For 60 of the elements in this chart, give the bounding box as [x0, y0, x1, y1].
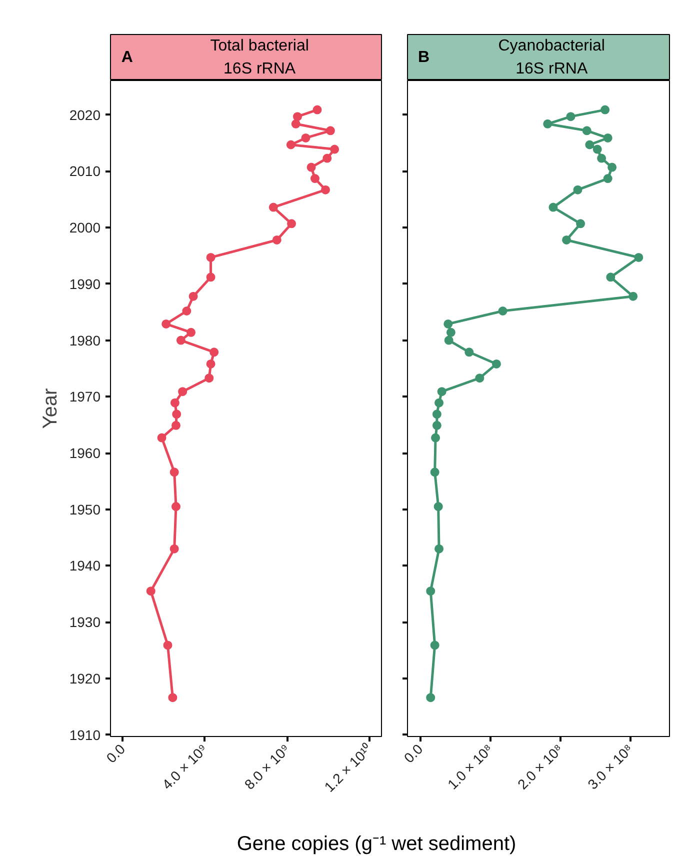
point — [562, 236, 572, 244]
y-axis-title: Year — [39, 388, 62, 429]
y-tick-label: 1980 — [69, 332, 101, 348]
point — [498, 306, 508, 316]
x-tick-label: 4.0 × 10⁹ — [158, 740, 210, 792]
point — [585, 140, 594, 150]
x-tick-label: 0.0 — [400, 740, 426, 766]
x-tick-label: 2.0 × 10⁸ — [514, 740, 566, 792]
point — [606, 272, 616, 282]
y-tick-label: 1950 — [69, 501, 101, 518]
point — [548, 202, 558, 212]
point — [543, 119, 552, 128]
y-tick-label: 2000 — [69, 220, 101, 236]
point — [444, 336, 454, 345]
point — [600, 105, 610, 114]
point — [446, 328, 456, 337]
x-axis-title: Gene copies (g⁻¹ wet sediment) — [236, 832, 516, 857]
point — [430, 640, 440, 650]
point — [603, 133, 612, 142]
point — [437, 387, 446, 396]
y-tick-label: 1920 — [69, 670, 101, 686]
point — [434, 398, 444, 408]
point — [603, 174, 612, 184]
point — [492, 359, 501, 368]
x-tick-label: 1.0 × 10⁸ — [444, 740, 496, 792]
point — [582, 126, 592, 136]
point — [434, 502, 443, 512]
point — [431, 433, 440, 442]
y-tick-label: 2010 — [69, 163, 101, 180]
point — [432, 420, 442, 430]
x-tick-label: 8.0 × 10⁹ — [241, 740, 293, 792]
y-tick-label: 1930 — [69, 614, 101, 630]
point — [592, 144, 602, 154]
point — [444, 319, 453, 328]
y-tick-label: 1960 — [69, 445, 101, 462]
point — [634, 252, 644, 262]
point — [432, 410, 442, 419]
chart-title: Total bacterial 16S rRNA — [210, 38, 309, 78]
point — [576, 219, 586, 228]
y-tick-label: 1970 — [69, 388, 101, 405]
chart-title: Cyanobacterial 16S rRNA — [498, 38, 605, 78]
point — [434, 544, 444, 554]
point — [573, 185, 582, 194]
point — [430, 468, 440, 477]
point — [608, 162, 617, 172]
point — [464, 348, 474, 357]
y-tick-label: 1990 — [69, 276, 101, 292]
point — [597, 154, 606, 163]
point — [426, 586, 436, 596]
y-tick-label: 1940 — [69, 558, 101, 574]
y-tick-label: 2020 — [69, 106, 101, 123]
x-tick-label: 3.0 × 10⁸ — [584, 740, 636, 792]
point — [566, 112, 576, 122]
y-tick-label: 1910 — [69, 726, 101, 743]
text: A — [121, 49, 134, 66]
x-tick-label: 0.0 — [103, 740, 128, 766]
point — [475, 374, 484, 383]
point — [628, 292, 638, 301]
point — [426, 693, 436, 702]
text: B — [418, 49, 430, 66]
